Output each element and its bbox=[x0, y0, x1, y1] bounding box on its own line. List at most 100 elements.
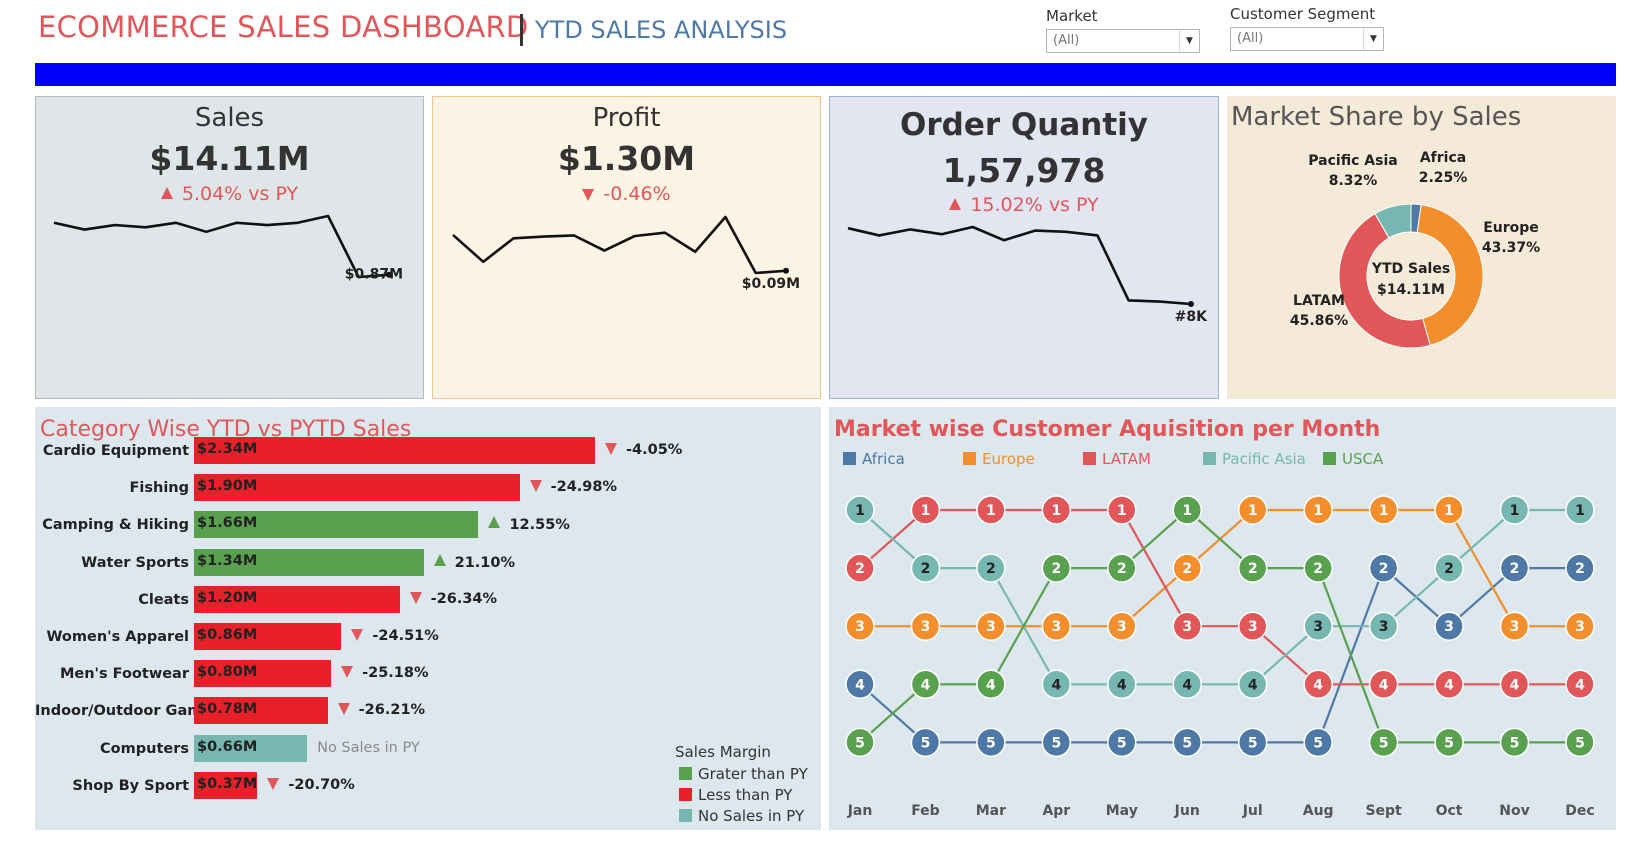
rank-point[interactable]: 2 bbox=[976, 553, 1006, 583]
category-bar[interactable]: $0.80M bbox=[194, 660, 332, 688]
rank-point[interactable]: 4 bbox=[1565, 669, 1595, 700]
donut-slice-europe[interactable] bbox=[1416, 204, 1484, 347]
category-bar[interactable]: $0.37M bbox=[194, 771, 258, 799]
rank-point[interactable]: 4 bbox=[1107, 669, 1137, 700]
rank-point[interactable]: 5 bbox=[1368, 727, 1399, 758]
x-tick-label: Aug bbox=[1303, 803, 1334, 819]
category-bar[interactable]: $2.34M bbox=[194, 437, 595, 464]
rank-point[interactable]: 5 bbox=[1172, 727, 1202, 758]
rank-point[interactable]: 5 bbox=[1499, 727, 1530, 758]
rank-point[interactable]: 1 bbox=[845, 495, 875, 525]
rank-point[interactable]: 3 bbox=[845, 611, 875, 641]
legend-item[interactable]: Grater than PY bbox=[679, 765, 808, 783]
market-dropdown[interactable]: (All) ▼ bbox=[1046, 29, 1200, 53]
rank-point[interactable]: 2 bbox=[845, 553, 875, 583]
donut-slice-latam[interactable] bbox=[1338, 212, 1431, 349]
rank-point[interactable]: 5 bbox=[910, 727, 941, 758]
rank-point[interactable]: 3 bbox=[1499, 611, 1530, 641]
category-bar[interactable]: $1.34M bbox=[194, 548, 424, 576]
rank-point[interactable]: 2 bbox=[1107, 553, 1137, 583]
rank-point[interactable]: 1 bbox=[1237, 495, 1268, 525]
sales-kpi-card[interactable]: Sales $14.11M 5.04% vs PY $0.87M bbox=[35, 96, 424, 399]
chevron-down-icon[interactable]: ▼ bbox=[1363, 28, 1383, 50]
rank-point[interactable]: 1 bbox=[1434, 495, 1464, 525]
rank-point[interactable]: 3 bbox=[1565, 611, 1595, 641]
legend-item-latam[interactable]: LATAM bbox=[1083, 450, 1151, 468]
rank-point[interactable]: 1 bbox=[1499, 495, 1530, 525]
rank-point[interactable]: 4 bbox=[1434, 669, 1464, 700]
orders-kpi-card[interactable]: Order Quantiy 1,57,978 15.02% vs PY #8K bbox=[829, 96, 1219, 399]
rank-point[interactable]: 5 bbox=[1303, 727, 1333, 758]
rank-point[interactable]: 2 bbox=[1041, 553, 1072, 583]
rank-marker bbox=[1107, 553, 1137, 583]
rank-point[interactable]: 1 bbox=[1565, 495, 1595, 525]
rank-marker bbox=[1303, 669, 1333, 700]
category-change: -20.70% bbox=[267, 777, 355, 793]
category-bar[interactable]: $0.78M bbox=[194, 697, 328, 725]
category-bar[interactable]: $0.66M bbox=[194, 734, 308, 762]
rank-point[interactable]: 2 bbox=[1368, 553, 1399, 583]
legend-item-europe[interactable]: Europe bbox=[963, 450, 1035, 468]
rank-point[interactable]: 4 bbox=[1499, 669, 1530, 700]
rank-point[interactable]: 1 bbox=[1041, 495, 1072, 525]
rank-label: 4 bbox=[1051, 677, 1061, 693]
rank-point[interactable]: 5 bbox=[1237, 727, 1268, 758]
rank-point[interactable]: 4 bbox=[845, 669, 875, 700]
legend-item-pacific-asia[interactable]: Pacific Asia bbox=[1203, 450, 1306, 468]
rank-point[interactable]: 5 bbox=[1041, 727, 1072, 758]
rank-point[interactable]: 5 bbox=[845, 727, 875, 758]
rank-point[interactable]: 4 bbox=[1368, 669, 1399, 700]
rank-marker bbox=[1237, 495, 1268, 525]
legend-item[interactable]: Less than PY bbox=[679, 786, 792, 804]
rank-point[interactable]: 2 bbox=[1499, 553, 1530, 583]
rank-point[interactable]: 1 bbox=[1107, 495, 1137, 525]
rank-point[interactable]: 1 bbox=[1172, 495, 1202, 525]
rank-point[interactable]: 3 bbox=[910, 611, 941, 641]
rank-label: 5 bbox=[986, 735, 996, 751]
rank-point[interactable]: 5 bbox=[1434, 727, 1464, 758]
category-bar[interactable]: $1.66M bbox=[194, 511, 479, 539]
rank-point[interactable]: 1 bbox=[910, 495, 941, 525]
rank-point[interactable]: 4 bbox=[1237, 669, 1268, 700]
rank-point[interactable]: 3 bbox=[1368, 611, 1399, 641]
rank-point[interactable]: 1 bbox=[1303, 495, 1333, 525]
rank-point[interactable]: 4 bbox=[910, 669, 941, 700]
rank-point[interactable]: 2 bbox=[1434, 553, 1464, 583]
rank-point[interactable]: 3 bbox=[1303, 611, 1333, 641]
rank-point[interactable]: 4 bbox=[976, 669, 1006, 700]
rank-point[interactable]: 1 bbox=[976, 495, 1006, 525]
rank-point[interactable]: 3 bbox=[1434, 611, 1464, 641]
rank-point[interactable]: 3 bbox=[1107, 611, 1137, 641]
rank-point[interactable]: 4 bbox=[1303, 669, 1333, 700]
legend-item-usca[interactable]: USCA bbox=[1323, 450, 1383, 468]
rank-point[interactable]: 5 bbox=[976, 727, 1006, 758]
legend-item-africa[interactable]: Africa bbox=[843, 450, 905, 468]
rank-point[interactable]: 5 bbox=[1565, 727, 1595, 758]
rank-point[interactable]: 2 bbox=[1237, 553, 1268, 583]
rank-label: 5 bbox=[1248, 735, 1258, 751]
rank-point[interactable]: 2 bbox=[1565, 553, 1595, 583]
rank-point[interactable]: 5 bbox=[1107, 727, 1137, 758]
rank-point[interactable]: 4 bbox=[1041, 669, 1072, 700]
rank-label: 3 bbox=[1313, 619, 1323, 635]
rank-point[interactable]: 3 bbox=[1041, 611, 1072, 641]
rank-marker bbox=[1565, 611, 1595, 641]
chevron-down-icon[interactable]: ▼ bbox=[1179, 30, 1199, 52]
rank-point[interactable]: 3 bbox=[1172, 611, 1202, 641]
rank-point[interactable]: 3 bbox=[1237, 611, 1268, 641]
rank-label: 4 bbox=[1575, 677, 1585, 693]
category-bar[interactable]: $1.90M bbox=[194, 474, 520, 502]
rank-point[interactable]: 4 bbox=[1172, 669, 1202, 700]
category-bar[interactable]: $0.86M bbox=[194, 623, 342, 650]
legend-item[interactable]: No Sales in PY bbox=[679, 807, 804, 825]
rank-point[interactable]: 3 bbox=[976, 611, 1006, 641]
kpi-change-text: -0.46% bbox=[603, 183, 671, 205]
rank-point[interactable]: 2 bbox=[910, 553, 941, 583]
rank-point[interactable]: 2 bbox=[1303, 553, 1333, 583]
rank-point[interactable]: 2 bbox=[1172, 553, 1202, 583]
category-bar[interactable]: $1.20M bbox=[194, 585, 400, 613]
rank-point[interactable]: 1 bbox=[1368, 495, 1399, 525]
segment-dropdown[interactable]: (All) ▼ bbox=[1230, 27, 1384, 51]
profit-kpi-card[interactable]: Profit $1.30M -0.46% $0.09M bbox=[432, 96, 821, 399]
donut-slice-pacific-asia[interactable] bbox=[1374, 203, 1412, 239]
